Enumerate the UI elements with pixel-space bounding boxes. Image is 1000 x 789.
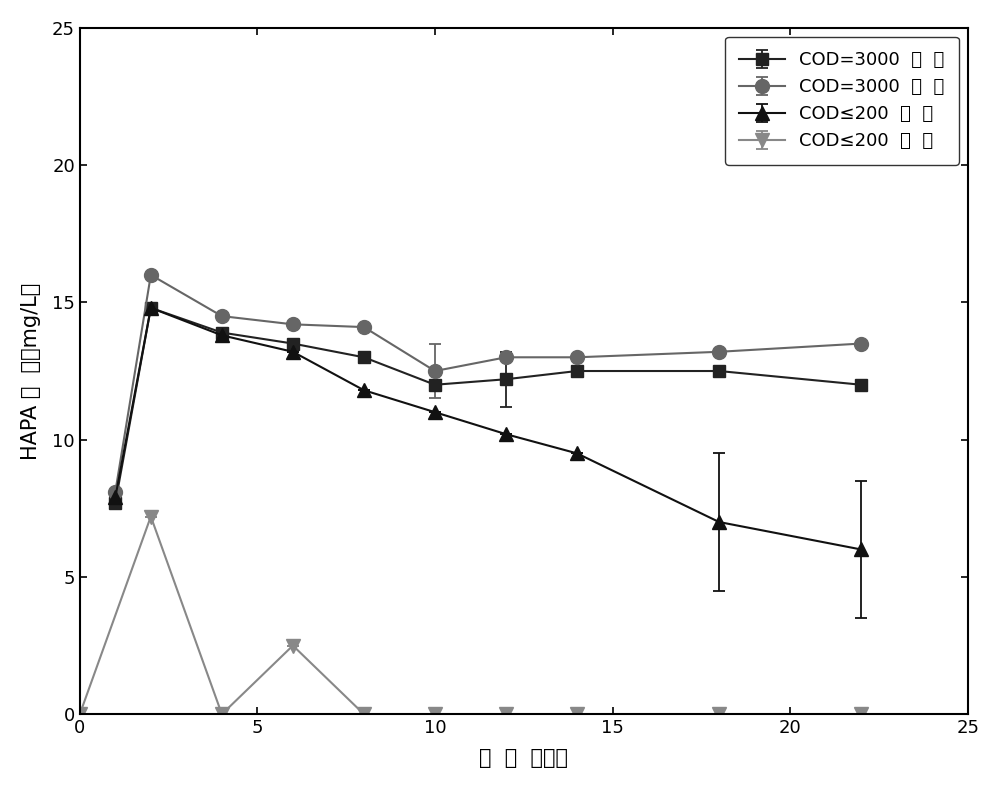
- X-axis label: 时  间  （天）: 时 间 （天）: [479, 748, 568, 768]
- Y-axis label: HAPA 浓  度（mg/L）: HAPA 浓 度（mg/L）: [21, 282, 41, 460]
- Legend: COD=3000  无  电, COD=3000  通  电, COD≤200  无  电, COD≤200  通  电: COD=3000 无 电, COD=3000 通 电, COD≤200 无 电,…: [725, 37, 959, 165]
